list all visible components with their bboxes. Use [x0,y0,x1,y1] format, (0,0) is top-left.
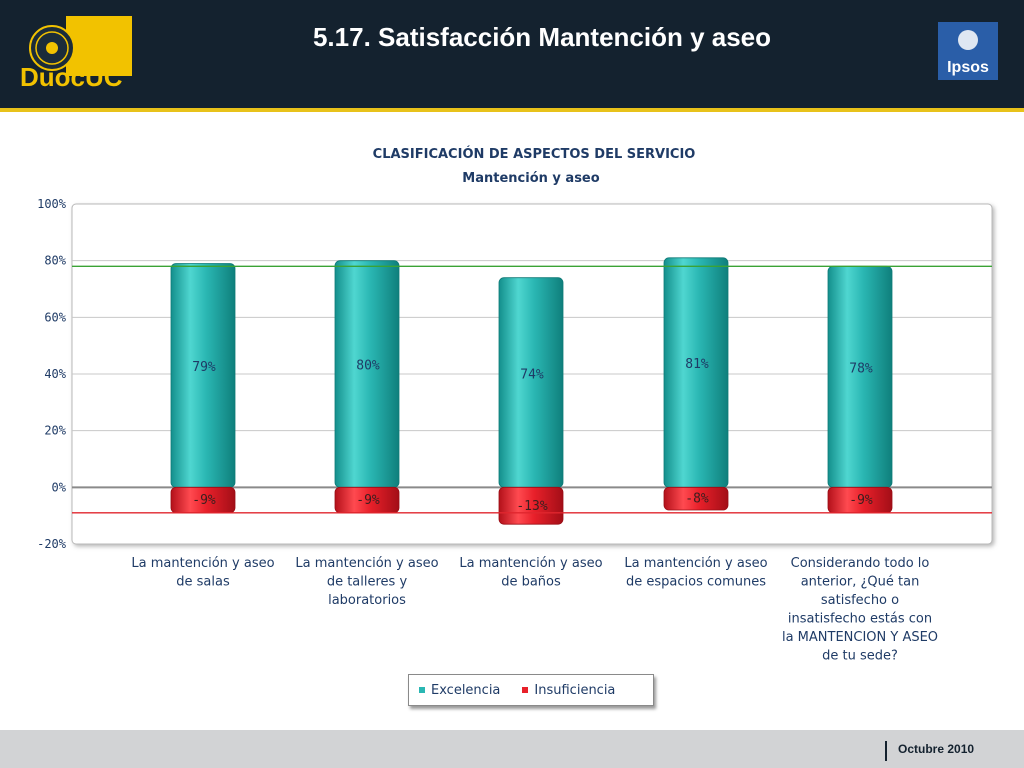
footer-date: Octubre 2010 [898,742,975,756]
footer-separator [885,741,887,761]
legend-item-excelencia: Excelencia [419,683,500,698]
legend-item-insuficiencia: Insuficiencia [522,683,615,698]
bar-excelencia [663,257,729,488]
x-category-label: La mantención y aseo de salas [131,556,274,590]
data-label-excelencia: 78% [849,361,873,376]
bar-insuficiencia [498,486,564,525]
bar-excelencia [827,265,893,488]
footer-bar [0,730,1024,768]
x-category-label: La mantención y aseo de espacios comunes [624,556,767,590]
data-label-insuficiencia: -9% [192,493,216,508]
chart-legend: Excelencia Insuficiencia [408,674,654,706]
bar-excelencia [170,263,236,488]
y-tick-label: -20% [37,537,67,551]
x-axis-categories: La mantención y aseo de salas La mantenció… [131,556,938,660]
duocuc-logo: DuocUC [20,16,132,92]
data-label-insuficiencia: -9% [356,493,380,508]
bar-excelencia [498,277,564,488]
y-tick-label: 100% [37,197,67,211]
y-tick-label: 0% [52,480,67,494]
legend-swatch-excelencia [419,687,425,693]
chart-subtitle: Mantención y aseo [462,171,599,186]
ipsos-logo: Ipsos [938,22,998,80]
data-label-insuficiencia: -13% [516,499,547,514]
x-category-label: Considerando todo lo anterior, ¿Qué tan sa… [782,556,938,660]
y-tick-label: 60% [44,310,66,324]
legend-label-insuficiencia: Insuficiencia [534,682,616,698]
slide-title: 5.17. Satisfacción Mantención y aseo [312,22,772,52]
svg-text:Ipsos: Ipsos [947,59,989,76]
data-label-excelencia: 74% [520,367,544,382]
header-divider [0,108,1024,112]
chart-title: CLASIFICACIÓN DE ASPECTOS DEL SERVICIO [373,146,696,162]
bar-chart: CLASIFICACIÓN DE ASPECTOS DEL SERVICIO M… [37,146,993,660]
header-bar [0,0,1024,108]
y-tick-label: 40% [44,367,66,381]
data-label-excelencia: 80% [356,358,380,373]
bar-excelencia [334,260,400,488]
legend-label-excelencia: Excelencia [431,682,501,698]
bar-insuficiencia [663,486,729,511]
legend-swatch-insuficiencia [522,687,529,693]
bars [170,257,893,525]
x-category-label: La mantención y aseo de baños [459,556,602,590]
x-category-label: La mantención y aseo de talleres y laborat… [295,556,438,608]
data-label-insuficiencia: -8% [685,492,709,507]
svg-text:DuocUC: DuocUC [20,62,123,92]
data-label-insuficiencia: -9% [849,493,873,508]
y-tick-label: 80% [44,254,66,268]
data-label-excelencia: 81% [685,357,709,372]
y-axis-ticks: 100% 80% 60% 40% 20% 0% -20% [37,197,67,551]
y-tick-label: 20% [44,424,66,438]
data-label-excelencia: 79% [192,360,216,375]
reference-lines [72,265,992,514]
data-labels: 79% 80% 74% 81% 78% -9% -9% -13% -8% -9% [192,357,873,514]
